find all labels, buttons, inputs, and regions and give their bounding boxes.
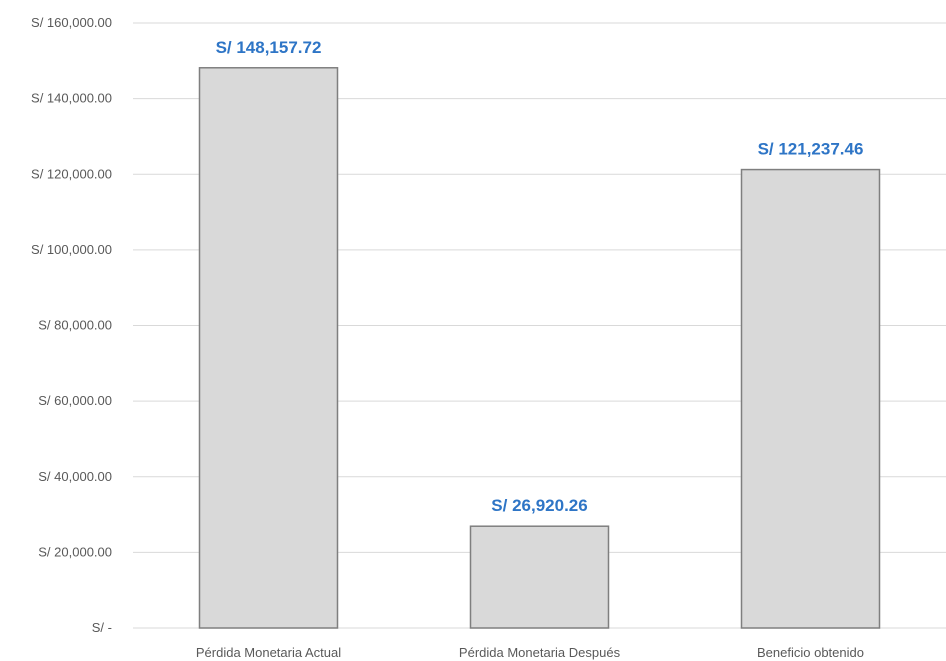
x-tick-label: Pérdida Monetaria Actual: [196, 645, 341, 660]
data-label: S/ 26,920.26: [491, 496, 587, 515]
bar: [198, 67, 339, 629]
data-label: S/ 148,157.72: [216, 38, 322, 57]
y-axis-ticks: S/ - S/ 20,000.00 S/ 40,000.00 S/ 60,000.00…: [31, 15, 112, 635]
y-tick-label: S/ 140,000.00: [31, 91, 112, 106]
bar: [740, 168, 881, 629]
bars: [198, 67, 881, 629]
data-labels: S/ 148,157.72 S/ 26,920.26 S/ 121,237.46: [216, 38, 864, 515]
y-tick-label: S/ 20,000.00: [38, 544, 112, 559]
y-tick-label: S/ 100,000.00: [31, 242, 112, 257]
y-tick-label: S/ 60,000.00: [38, 393, 112, 408]
y-tick-label: S/ 160,000.00: [31, 15, 112, 30]
y-tick-label: S/ -: [92, 620, 112, 635]
bar: [469, 525, 610, 629]
x-tick-label: Beneficio obtenido: [757, 645, 864, 660]
x-axis-ticks: Pérdida Monetaria Actual Pérdida Monetari…: [196, 645, 864, 660]
x-tick-label: Pérdida Monetaria Después: [459, 645, 621, 660]
data-label: S/ 121,237.46: [758, 140, 864, 159]
y-tick-label: S/ 80,000.00: [38, 318, 112, 333]
y-tick-label: S/ 120,000.00: [31, 166, 112, 181]
y-tick-label: S/ 40,000.00: [38, 469, 112, 484]
